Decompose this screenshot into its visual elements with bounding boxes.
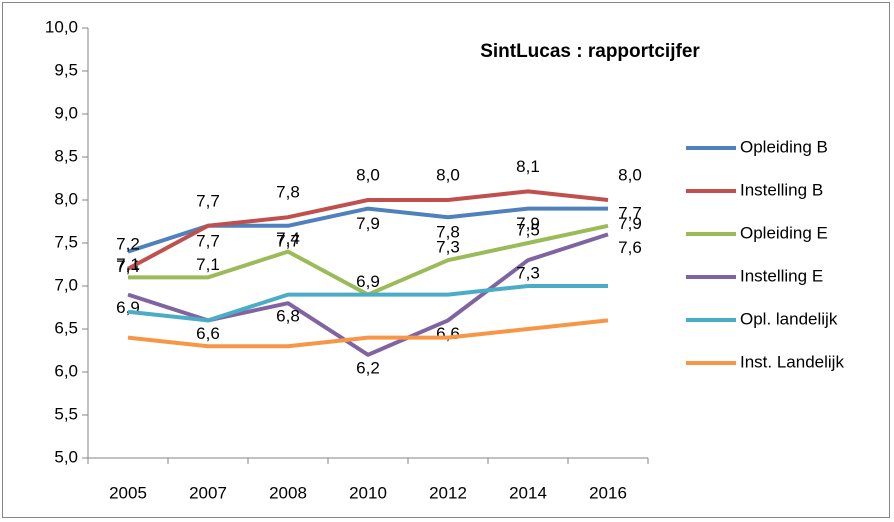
data-label: 7,2 bbox=[116, 234, 140, 253]
x-tick-label: 2008 bbox=[269, 483, 307, 502]
data-label: 6,6 bbox=[436, 324, 460, 343]
data-label: 8,1 bbox=[516, 157, 540, 176]
y-tick-label: 6,0 bbox=[54, 361, 78, 380]
y-tick-label: 10,0 bbox=[45, 17, 78, 36]
data-label: 7,6 bbox=[618, 238, 642, 257]
data-label: 7,7 bbox=[196, 231, 220, 250]
legend-label: Opleiding B bbox=[740, 137, 828, 156]
data-label: 7,9 bbox=[618, 214, 642, 233]
y-tick-label: 9,0 bbox=[54, 103, 78, 122]
y-tick-label: 7,5 bbox=[54, 232, 78, 251]
series-line bbox=[127, 189, 609, 271]
data-label: 6,6 bbox=[196, 324, 220, 343]
data-label: 7,7 bbox=[618, 203, 642, 222]
legend-label: Opl. landelijk bbox=[740, 309, 838, 328]
data-label: 7,9 bbox=[516, 214, 540, 233]
x-tick-label: 2012 bbox=[429, 483, 467, 502]
chart-title: SintLucas : rapportcijfer bbox=[480, 41, 700, 62]
data-label: 7,9 bbox=[356, 214, 380, 233]
legend-label: Opleiding E bbox=[740, 223, 828, 242]
data-label: 6,8 bbox=[276, 307, 300, 326]
legend-label: Instelling B bbox=[740, 180, 823, 199]
data-label: 7,1 bbox=[116, 255, 140, 274]
data-label: 7,7 bbox=[196, 191, 220, 210]
series-line bbox=[127, 284, 608, 323]
data-label: 8,0 bbox=[618, 165, 642, 184]
legend-label: Inst. Landelijk bbox=[740, 352, 844, 371]
x-tick-label: 2014 bbox=[509, 483, 547, 502]
legend-label: Instelling E bbox=[740, 266, 823, 285]
y-tick-label: 5,5 bbox=[54, 404, 78, 423]
y-tick-label: 7,0 bbox=[54, 275, 78, 294]
data-label: 7,8 bbox=[436, 223, 460, 242]
data-label: 8,0 bbox=[356, 165, 380, 184]
data-label: 7,1 bbox=[196, 255, 220, 274]
y-tick-label: 9,5 bbox=[54, 60, 78, 79]
data-label: 7,7 bbox=[276, 231, 300, 250]
y-tick-label: 8,5 bbox=[54, 146, 78, 165]
x-tick-label: 2016 bbox=[589, 483, 627, 502]
x-tick-label: 2005 bbox=[109, 483, 147, 502]
data-label: 7,8 bbox=[276, 183, 300, 202]
data-label: 7,3 bbox=[436, 238, 460, 257]
y-tick-label: 8,0 bbox=[54, 189, 78, 208]
data-label: 6,2 bbox=[356, 358, 380, 377]
data-label: 8,0 bbox=[436, 165, 460, 184]
x-tick-label: 2010 bbox=[349, 483, 387, 502]
data-label: 7,4 bbox=[276, 229, 300, 248]
series-line bbox=[127, 318, 609, 349]
y-tick-label: 6,5 bbox=[54, 318, 78, 337]
x-tick-label: 2007 bbox=[189, 483, 227, 502]
data-label: 7,3 bbox=[516, 264, 540, 283]
data-label: 6,9 bbox=[356, 272, 380, 291]
y-tick-label: 5,0 bbox=[54, 447, 78, 466]
data-label: 7,5 bbox=[516, 220, 540, 239]
